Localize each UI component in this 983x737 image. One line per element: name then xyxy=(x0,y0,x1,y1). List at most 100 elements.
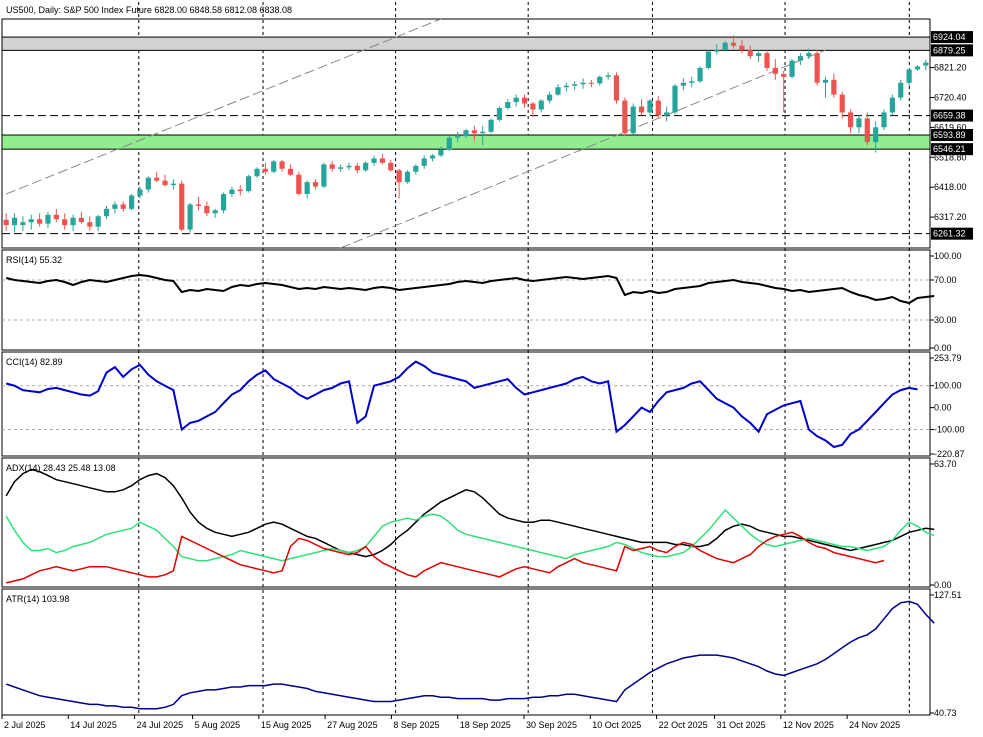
candle-body[interactable] xyxy=(379,158,385,163)
candle-body[interactable] xyxy=(722,42,728,51)
candle-body[interactable] xyxy=(521,97,528,104)
candle-body[interactable] xyxy=(220,194,227,211)
candle-body[interactable] xyxy=(630,106,636,134)
candle-body[interactable] xyxy=(162,180,168,186)
candle-body[interactable] xyxy=(714,50,720,52)
candle-body[interactable] xyxy=(421,158,427,166)
candle-body[interactable] xyxy=(429,155,436,159)
candle-body[interactable] xyxy=(95,216,101,227)
candle-body[interactable] xyxy=(705,51,712,68)
candle-body[interactable] xyxy=(789,60,795,77)
candle-body[interactable] xyxy=(438,149,444,156)
candle-body[interactable] xyxy=(388,162,394,171)
candle-body[interactable] xyxy=(396,170,402,183)
candle-body[interactable] xyxy=(739,45,745,51)
candle-body[interactable] xyxy=(856,118,862,128)
candle-body[interactable] xyxy=(28,219,34,223)
candle-body[interactable] xyxy=(237,189,243,192)
candle-body[interactable] xyxy=(246,176,252,192)
candle-body[interactable] xyxy=(572,84,578,86)
candles[interactable] xyxy=(3,35,929,233)
candle-body[interactable] xyxy=(513,97,519,103)
candle-body[interactable] xyxy=(881,112,887,128)
candle-body[interactable] xyxy=(839,94,845,113)
candle-body[interactable] xyxy=(455,136,461,138)
candle-body[interactable] xyxy=(689,81,695,83)
candle-body[interactable] xyxy=(321,164,327,187)
candle-body[interactable] xyxy=(806,53,812,57)
candle-body[interactable] xyxy=(312,182,319,187)
candle-body[interactable] xyxy=(538,100,544,110)
candle-body[interactable] xyxy=(730,42,737,46)
candle-body[interactable] xyxy=(781,73,787,77)
candle-body[interactable] xyxy=(580,82,586,85)
candle-body[interactable] xyxy=(229,189,235,195)
candle-body[interactable] xyxy=(898,82,904,98)
candle-body[interactable] xyxy=(847,112,854,128)
candle-body[interactable] xyxy=(814,53,820,83)
candle-body[interactable] xyxy=(271,161,277,172)
candle-body[interactable] xyxy=(605,75,611,77)
candle-body[interactable] xyxy=(287,168,294,175)
candle-body[interactable] xyxy=(103,208,110,217)
candle-body[interactable] xyxy=(697,67,703,82)
candle-body[interactable] xyxy=(404,171,411,183)
candle-body[interactable] xyxy=(647,100,653,113)
candle-body[interactable] xyxy=(747,50,753,57)
candle-body[interactable] xyxy=(204,205,210,214)
candle-body[interactable] xyxy=(597,76,603,84)
candle-body[interactable] xyxy=(864,118,870,143)
candle-body[interactable] xyxy=(195,204,202,206)
candle-body[interactable] xyxy=(179,183,185,230)
candle-body[interactable] xyxy=(530,103,536,110)
candle-body[interactable] xyxy=(145,177,151,190)
candle-body[interactable] xyxy=(889,97,895,113)
candle-body[interactable] xyxy=(764,53,770,68)
candle-body[interactable] xyxy=(680,82,686,86)
candle-body[interactable] xyxy=(756,53,762,57)
candle-body[interactable] xyxy=(613,75,620,101)
candle-body[interactable] xyxy=(831,79,837,95)
candle-body[interactable] xyxy=(505,102,511,108)
candle-body[interactable] xyxy=(622,100,628,134)
candle-body[interactable] xyxy=(11,217,18,226)
candle-body[interactable] xyxy=(471,130,477,134)
candle-body[interactable] xyxy=(296,174,302,195)
candle-body[interactable] xyxy=(3,219,9,226)
candle-body[interactable] xyxy=(262,168,268,172)
candle-body[interactable] xyxy=(446,137,452,150)
candle-body[interactable] xyxy=(555,87,561,95)
candle-body[interactable] xyxy=(20,222,26,226)
candle-body[interactable] xyxy=(338,167,344,169)
candle-body[interactable] xyxy=(187,204,193,230)
candle-body[interactable] xyxy=(279,161,285,169)
candle-body[interactable] xyxy=(664,112,670,116)
candle-body[interactable] xyxy=(496,107,503,120)
candle-body[interactable] xyxy=(45,214,51,224)
candle-body[interactable] xyxy=(906,69,912,83)
candle-body[interactable] xyxy=(120,204,126,209)
candle-body[interactable] xyxy=(873,127,879,143)
candle-body[interactable] xyxy=(37,219,43,224)
candle-body[interactable] xyxy=(304,182,310,195)
candle-body[interactable] xyxy=(154,177,160,181)
candle-body[interactable] xyxy=(363,162,369,171)
candle-body[interactable] xyxy=(87,222,93,227)
candle-body[interactable] xyxy=(914,66,921,70)
candle-body[interactable] xyxy=(70,217,76,226)
candle-body[interactable] xyxy=(78,217,85,223)
candle-body[interactable] xyxy=(254,168,260,177)
candle-body[interactable] xyxy=(463,130,469,137)
candle-body[interactable] xyxy=(53,214,59,220)
candle-body[interactable] xyxy=(62,219,68,226)
candle-body[interactable] xyxy=(354,165,360,171)
candle-body[interactable] xyxy=(480,131,486,134)
candle-body[interactable] xyxy=(772,67,778,74)
candle-body[interactable] xyxy=(822,79,829,83)
candle-body[interactable] xyxy=(655,100,661,116)
candle-body[interactable] xyxy=(638,106,645,113)
candle-body[interactable] xyxy=(672,85,678,113)
candle-body[interactable] xyxy=(112,204,118,209)
candle-body[interactable] xyxy=(346,165,352,168)
candle-body[interactable] xyxy=(170,183,176,186)
